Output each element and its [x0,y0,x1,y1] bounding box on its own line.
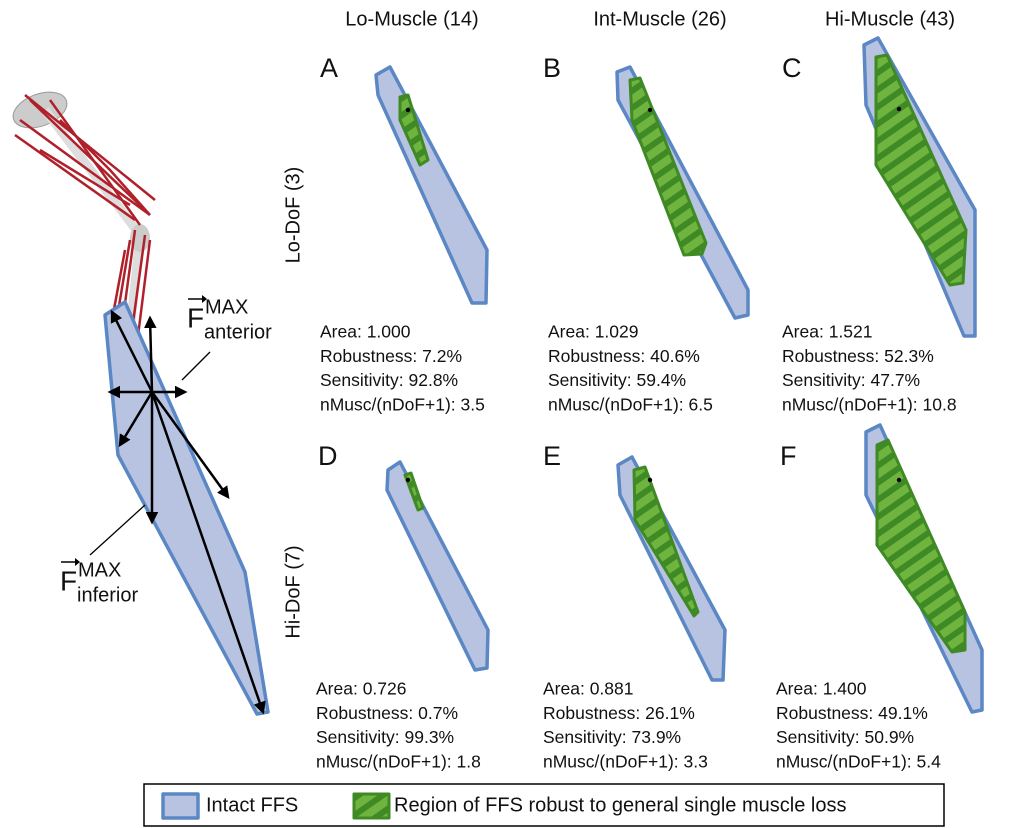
panel-stat: nMusc/(nDoF+1): 6.5 [548,395,713,415]
intact-ffs [376,67,487,303]
panel-stat: Robustness: 0.7% [316,703,458,723]
panel-stat: Robustness: 7.2% [320,346,462,366]
force-subscript: anterior [204,321,272,343]
panel-stat: Robustness: 52.3% [782,346,934,366]
robust-region [630,78,706,255]
row-label: Lo-DoF (3) [282,167,304,264]
origin-dot [897,107,901,111]
panel-stat: nMusc/(nDoF+1): 3.3 [543,752,708,772]
origin-dot [648,478,652,482]
force-subscript: inferior [77,584,138,606]
panel-stat: Sensitivity: 73.9% [543,727,681,747]
panel-stat: Area: 1.521 [782,322,872,342]
legend-swatch [163,794,198,818]
origin-dot [406,108,410,112]
panel-letter: B [543,53,561,83]
figure: FMAXanteriorFMAXinferior Lo-Muscle (14)I… [0,0,1009,828]
panel-stat: nMusc/(nDoF+1): 3.5 [320,395,485,415]
legend-swatch [354,794,389,818]
panel-letter: C [782,53,802,83]
origin-dot [897,478,901,482]
panel-letter: E [543,441,561,471]
force-superscript: MAX [205,296,248,318]
panel-letter: A [320,53,338,83]
force-symbol: F [60,565,77,596]
column-header: Lo-Muscle (14) [345,8,478,30]
panel-stat: Robustness: 26.1% [543,703,695,723]
row-label: Hi-DoF (7) [282,545,304,638]
column-header: Int-Muscle (26) [593,8,726,30]
force-symbol: F [187,302,204,333]
panel-stat: Sensitivity: 99.3% [316,727,454,747]
panel-stat: Area: 1.400 [776,679,867,699]
panel-stat: Robustness: 49.1% [776,703,928,723]
origin-dot [406,478,410,482]
panel-letter: D [318,441,338,471]
robust-region [877,440,965,652]
panel-stat: Robustness: 40.6% [548,346,700,366]
legend-label: Intact FFS [206,794,298,816]
panel-stat: nMusc/(nDoF+1): 10.8 [782,395,957,415]
panel-stat: Area: 0.881 [543,679,633,699]
panel-stat: nMusc/(nDoF+1): 5.4 [776,752,941,772]
panel-stat: nMusc/(nDoF+1): 1.8 [316,752,481,772]
origin-dot [648,108,652,112]
legend-label: Region of FFS robust to general single m… [394,794,846,816]
column-header: Hi-Muscle (43) [825,8,955,30]
panel-stat: Area: 1.029 [548,322,638,342]
intact-ffs [387,462,488,670]
panel-stat: Sensitivity: 50.9% [776,727,914,747]
panel-stat: Sensitivity: 47.7% [782,370,920,390]
panel-stat: Sensitivity: 92.8% [320,370,458,390]
panel-stat: Sensitivity: 59.4% [548,370,686,390]
panel-letter: F [780,441,797,471]
force-superscript: MAX [78,559,121,581]
panel-stat: Area: 1.000 [320,322,411,342]
panel-stat: Area: 0.726 [316,679,406,699]
